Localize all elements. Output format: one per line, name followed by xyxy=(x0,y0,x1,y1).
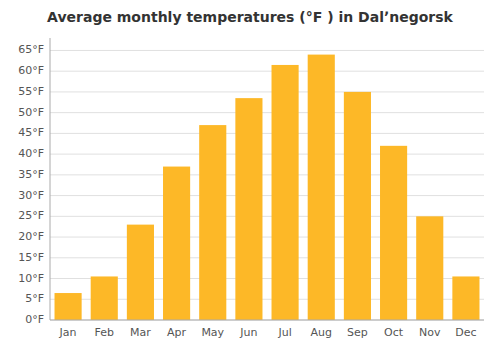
y-tick-label: 45°F xyxy=(18,126,44,139)
grid-line xyxy=(50,195,484,196)
bar xyxy=(344,92,371,320)
bar xyxy=(91,276,118,320)
grid-line xyxy=(50,320,484,321)
y-tick-label: 30°F xyxy=(18,189,44,202)
bar xyxy=(235,98,262,320)
grid-line xyxy=(50,91,484,92)
y-tick-label: 40°F xyxy=(18,147,44,160)
bar xyxy=(272,65,299,320)
bar xyxy=(55,293,82,320)
bar xyxy=(163,167,190,320)
bar xyxy=(452,276,479,320)
chart-container: 0°F 5°F 10°F 15°F 20°F 25°F 30°F 35°F 40°F 45°F 50… xyxy=(0,0,500,350)
bar xyxy=(199,125,226,320)
x-tick-label: Mar xyxy=(130,326,151,339)
y-tick-label: 55°F xyxy=(18,85,44,98)
y-axis-line xyxy=(50,38,51,320)
y-tick-label: 50°F xyxy=(18,106,44,119)
x-tick-label: Feb xyxy=(95,326,114,339)
bar xyxy=(127,225,154,320)
x-tick-label: Aug xyxy=(311,326,332,339)
y-tick-label: 25°F xyxy=(18,209,44,222)
grid-line xyxy=(50,71,484,72)
y-tick-label: 0°F xyxy=(25,313,44,326)
x-tick-label: Sep xyxy=(347,326,368,339)
y-tick-label: 35°F xyxy=(18,168,44,181)
grid xyxy=(50,50,484,320)
y-tick-label: 65°F xyxy=(18,43,44,56)
bar xyxy=(416,216,443,320)
title: Average monthly temperatures (°F ) in Da… xyxy=(47,9,454,25)
x-tick-label: Jul xyxy=(277,326,291,339)
x-tick-label: Nov xyxy=(419,326,441,339)
chart: 0°F 5°F 10°F 15°F 20°F 25°F 30°F 35°F 40°F 45°F 50… xyxy=(0,0,500,350)
grid-line xyxy=(50,50,484,51)
grid-line xyxy=(50,133,484,134)
grid-line xyxy=(50,112,484,113)
y-tick-label: 10°F xyxy=(18,272,44,285)
y-tick-label: 5°F xyxy=(25,292,44,305)
x-axis-line xyxy=(50,320,484,321)
x-tick-label: Dec xyxy=(455,326,476,339)
y-tick-label: 20°F xyxy=(18,230,44,243)
x-tick-label: Jun xyxy=(239,326,257,339)
x-tick-label: Oct xyxy=(384,326,404,339)
x-axis: Jan Feb Mar Apr May Jun Jul Aug Sep Oct Nov Dec xyxy=(50,320,484,339)
bars xyxy=(55,55,480,320)
bar xyxy=(308,55,335,320)
x-tick-label: Jan xyxy=(59,326,77,339)
y-axis: 0°F 5°F 10°F 15°F 20°F 25°F 30°F 35°F 40°F 45°F 50… xyxy=(18,38,50,326)
bar xyxy=(380,146,407,320)
grid-line xyxy=(50,174,484,175)
grid-line xyxy=(50,154,484,155)
x-tick-label: May xyxy=(201,326,224,339)
y-tick-label: 60°F xyxy=(18,64,44,77)
x-tick-label: Apr xyxy=(167,326,187,339)
y-tick-label: 15°F xyxy=(18,251,44,264)
